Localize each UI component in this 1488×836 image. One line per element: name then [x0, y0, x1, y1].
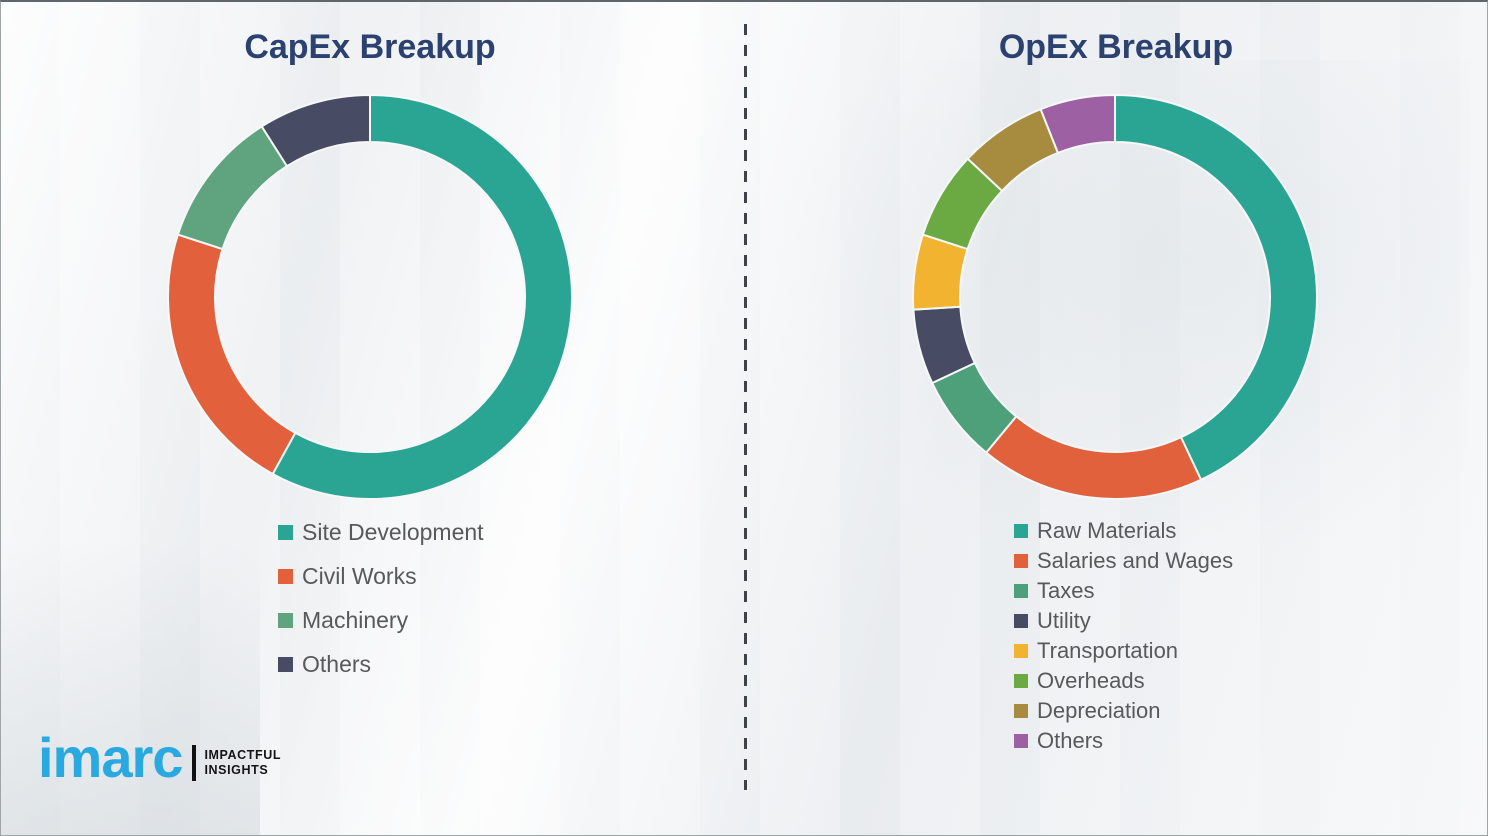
legend-label-salaries-and-wages: Salaries and Wages [1037, 548, 1234, 573]
legend-label-site-development: Site Development [302, 518, 484, 545]
legend-label-others: Others [1037, 728, 1104, 753]
capex-donut-chart [167, 93, 573, 500]
legend-label-civil-works: Civil Works [302, 562, 417, 589]
donut-segment-others [260, 93, 371, 168]
donut-segment-machinery [176, 125, 289, 251]
opex-legend: Raw Materials Salaries and Wages Taxes Util… [1014, 516, 1233, 756]
legend-swatch-others [278, 656, 293, 672]
imarc-logo-tagline: IMPACTFUL INSIGHTS [204, 748, 281, 779]
legend-swatch-others [1014, 734, 1028, 748]
legend-swatch-utility [1014, 614, 1028, 628]
legend-item-depreciation: Depreciation [1014, 696, 1233, 726]
dashed-divider-line [744, 24, 747, 790]
donut-segment-raw-materials [1114, 93, 1318, 482]
legend-item-others: Others [1014, 726, 1233, 756]
opex-chart-title: OpEx Breakup [998, 28, 1234, 66]
donut-segment-others [1039, 93, 1116, 155]
legend-item-raw-materials: Raw Materials [1014, 516, 1233, 546]
legend-item-civil-works: Civil Works [278, 554, 484, 598]
legend-label-overheads: Overheads [1037, 668, 1145, 693]
legend-swatch-site-development [278, 524, 293, 540]
legend-swatch-overheads [1014, 674, 1028, 688]
legend-swatch-depreciation [1014, 704, 1028, 718]
legend-item-overheads: Overheads [1014, 666, 1233, 696]
legend-label-others: Others [302, 650, 372, 677]
legend-swatch-machinery [278, 612, 293, 628]
legend-label-taxes: Taxes [1037, 578, 1095, 603]
legend-swatch-salaries-and-wages [1014, 554, 1028, 568]
legend-item-transportation: Transportation [1014, 636, 1233, 666]
imarc-logo-wordmark: imarc [38, 726, 183, 789]
legend-label-raw-materials: Raw Materials [1037, 518, 1177, 543]
legend-label-transportation: Transportation [1037, 638, 1179, 663]
opex-donut-chart [912, 93, 1318, 500]
capex-legend: Site Development Civil Works Machinery Othe… [278, 510, 484, 686]
legend-item-others: Others [278, 642, 484, 686]
tagline-line-1: IMPACTFUL [204, 747, 282, 762]
legend-item-site-development: Site Development [278, 510, 484, 554]
donut-segment-site-development [271, 93, 573, 500]
donut-segment-salaries-and-wages [984, 415, 1203, 500]
legend-label-depreciation: Depreciation [1037, 698, 1161, 723]
tagline-line-2: INSIGHTS [204, 763, 269, 778]
donut-segment-civil-works [167, 233, 297, 476]
legend-swatch-taxes [1014, 584, 1028, 598]
legend-label-machinery: Machinery [302, 606, 409, 633]
legend-item-salaries-and-wages: Salaries and Wages [1014, 546, 1233, 576]
imarc-logo: imarc IMPACTFUL INSIGHTS [38, 726, 281, 789]
background-patch [0, 540, 260, 836]
legend-swatch-civil-works [278, 568, 293, 584]
legend-swatch-transportation [1014, 644, 1028, 658]
legend-item-machinery: Machinery [278, 598, 484, 642]
capex-chart-title: CapEx Breakup [244, 28, 496, 66]
logo-separator-bar [192, 745, 197, 782]
legend-swatch-raw-materials [1014, 524, 1028, 538]
legend-label-utility: Utility [1037, 608, 1091, 633]
legend-item-utility: Utility [1014, 606, 1233, 636]
legend-item-taxes: Taxes [1014, 576, 1233, 606]
